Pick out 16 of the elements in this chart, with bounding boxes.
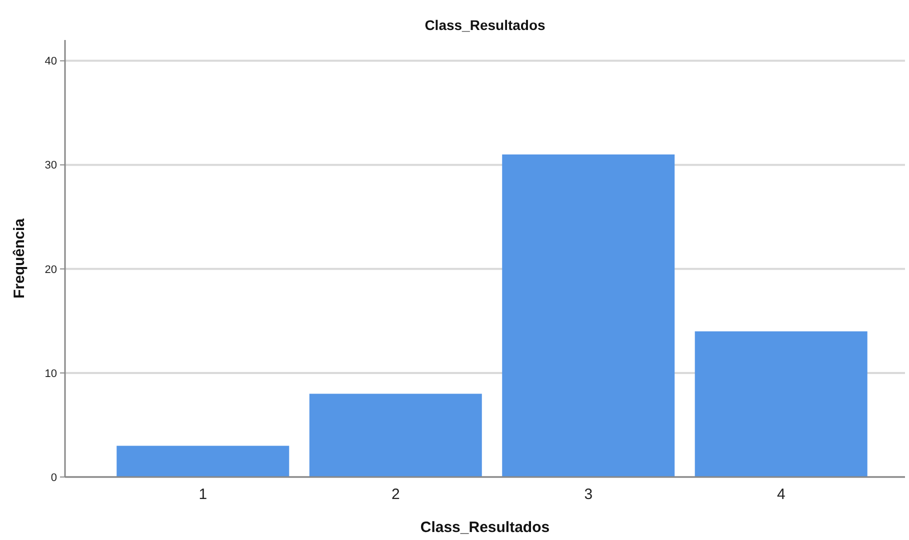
x-tick-label: 2 (391, 486, 400, 503)
y-axis-title: Frequência (11, 218, 28, 299)
x-axis-title: Class_Resultados (420, 519, 550, 536)
x-tick-label: 1 (198, 486, 208, 503)
chart-title: Class_Resultados (424, 17, 546, 33)
bar (694, 331, 868, 477)
y-tick-label: 20 (44, 264, 57, 276)
bar (309, 394, 482, 477)
x-tick-label: 4 (776, 486, 786, 503)
bar (116, 446, 290, 477)
x-tick-label: 3 (584, 486, 593, 503)
y-tick-label: 40 (44, 56, 57, 68)
bar (502, 154, 675, 477)
y-tick-label: 0 (50, 472, 57, 484)
y-tick-label: 30 (44, 160, 57, 172)
y-tick-label: 10 (44, 368, 57, 380)
